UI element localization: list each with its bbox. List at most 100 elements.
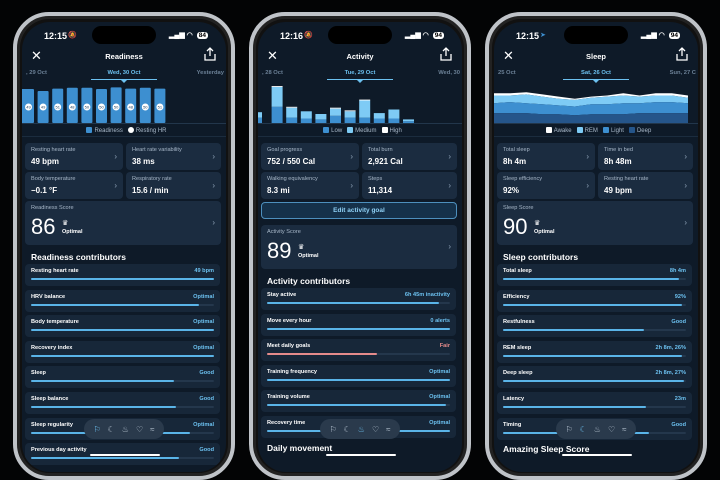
bottom-nav-bar: ⚐ ☾ ♨ ♡ ≈ <box>84 419 164 439</box>
contributor-progress-fill <box>267 302 440 304</box>
contributor-label: Training frequency <box>267 368 318 375</box>
date-prev[interactable]: , 29 Oct <box>26 70 47 76</box>
date-next[interactable]: Wed, 30 <box>438 70 460 76</box>
metric-card[interactable]: Walking equivalency 8.3 mi › <box>261 172 359 199</box>
metric-value: 8h 4m <box>503 157 527 166</box>
score-card[interactable]: Activity Score 89 ♛ Optimal › <box>261 225 457 269</box>
chart-baseline <box>22 123 226 124</box>
contributor-progress-track <box>31 354 214 357</box>
heart-icon[interactable]: ♡ <box>371 424 380 434</box>
activity-flame-icon[interactable]: ♨ <box>593 424 601 434</box>
contributor-progress-fill <box>31 329 214 332</box>
readiness-icon[interactable]: ⚐ <box>93 424 101 434</box>
metric-card[interactable]: Body temperature −0.1 °F › <box>25 172 123 199</box>
home-indicator[interactable] <box>562 454 632 456</box>
contributor-progress-fill <box>503 406 646 408</box>
stress-waves-icon[interactable]: ≈ <box>622 424 627 434</box>
share-icon[interactable] <box>439 47 453 61</box>
sleep-moon-icon[interactable]: ☾ <box>579 424 587 434</box>
date-prev[interactable]: 25 Oct <box>498 70 516 76</box>
heart-icon[interactable]: ♡ <box>607 424 616 434</box>
date-next[interactable]: Yesterday <box>196 70 224 76</box>
activity-bar-low <box>300 118 312 123</box>
legend-label: Medium <box>355 128 377 134</box>
bar-chart[interactable]: 49 49 51 48 50 50 50 48 50 51 <box>22 84 226 124</box>
contributor-item[interactable]: Restfulness Good <box>497 315 692 338</box>
contributor-item[interactable]: Sleep balance Good <box>25 392 220 414</box>
contributor-progress-track <box>31 380 214 383</box>
legend-swatch <box>628 127 635 133</box>
battery-level: 84 <box>196 32 208 39</box>
heart-icon[interactable]: ♡ <box>135 424 144 434</box>
legend-label: Deep <box>636 128 652 134</box>
metric-card[interactable]: Total sleep 8h 4m › <box>497 143 595 170</box>
readiness-icon[interactable]: ⚐ <box>565 424 573 434</box>
contributor-label: Recovery index <box>31 344 73 351</box>
contributor-label: Resting heart rate <box>31 268 79 274</box>
legend-swatch <box>127 127 134 133</box>
contributor-item[interactable]: Training frequency Optimal <box>261 364 456 387</box>
contributor-item[interactable]: Body temperature Optimal <box>25 315 220 338</box>
score-card[interactable]: Readiness Score 86 ♛ Optimal › <box>25 201 221 245</box>
metric-card[interactable]: Time in bed 8h 48m › <box>598 143 693 170</box>
contributor-value: Good <box>671 319 686 326</box>
metric-label: Resting heart rate <box>31 147 76 153</box>
contributor-item[interactable]: Sleep Good <box>25 366 220 389</box>
stress-waves-icon[interactable]: ≈ <box>150 424 155 434</box>
contributor-item[interactable]: Total sleep 8h 4m <box>497 264 692 286</box>
contributor-item[interactable]: Move every hour 0 alerts <box>261 313 456 336</box>
edit-activity-goal-button[interactable]: Edit activity goal <box>261 202 457 219</box>
sleep-moon-icon[interactable]: ☾ <box>343 424 351 434</box>
contributor-item[interactable]: Resting heart rate 49 bpm <box>25 264 220 286</box>
score-card[interactable]: Sleep Score 90 ♛ Optimal › <box>497 201 693 245</box>
contributor-label: Sleep <box>31 370 46 377</box>
wifi-icon: ◠ <box>422 32 429 39</box>
metric-card[interactable]: Respiratory rate 15.6 / min › <box>126 172 221 199</box>
metric-card[interactable]: Resting heart rate 49 bpm › <box>598 172 693 199</box>
activity-bar-medium <box>271 87 283 107</box>
sleep-moon-icon[interactable]: ☾ <box>107 424 115 434</box>
chart-legend: Low Medium High <box>258 127 462 134</box>
activity-bar-low <box>373 118 385 123</box>
metric-card[interactable]: Heart rate variability 38 ms › <box>126 143 221 170</box>
stress-waves-icon[interactable]: ≈ <box>386 424 391 434</box>
close-icon[interactable]: ✕ <box>503 48 514 63</box>
metric-card[interactable]: Sleep efficiency 92% › <box>497 172 595 199</box>
contributor-progress-track <box>267 378 450 381</box>
date-current[interactable]: Tue, 29 Oct <box>344 70 376 76</box>
stacked-bar-chart[interactable] <box>258 84 462 124</box>
contributor-item[interactable]: Deep sleep 2h 8m, 27% <box>497 366 692 389</box>
date-next[interactable]: Sun, 27 C <box>669 70 696 76</box>
contributor-item[interactable]: Meet daily goals Fair <box>261 339 456 362</box>
activity-flame-icon[interactable]: ♨ <box>121 424 129 434</box>
close-icon[interactable]: ✕ <box>267 48 278 63</box>
metric-card[interactable]: Steps 11,314 › <box>362 172 457 199</box>
metric-card[interactable]: Goal progress 752 / 550 Cal › <box>261 143 359 170</box>
readiness-icon[interactable]: ⚐ <box>329 424 337 434</box>
metric-value: 8.3 mi <box>267 186 290 195</box>
metric-card[interactable]: Resting heart rate 49 bpm › <box>25 143 123 170</box>
contributor-item[interactable]: Latency 23m <box>497 392 692 414</box>
metric-card[interactable]: Total burn 2,921 Cal › <box>362 143 457 170</box>
contributor-item[interactable]: REM sleep 2h 8m, 26% <box>497 340 692 363</box>
share-icon[interactable] <box>675 47 689 61</box>
activity-bar-low <box>315 119 327 123</box>
contributor-label: HRV balance <box>31 293 66 300</box>
close-icon[interactable]: ✕ <box>31 48 42 63</box>
contributor-item[interactable]: Stay active 6h 45m inactivity <box>261 288 456 310</box>
contributor-item[interactable]: Recovery index Optimal <box>25 340 220 363</box>
wifi-icon: ◠ <box>186 32 193 39</box>
resting-hr-label: 51 <box>55 105 60 110</box>
date-current[interactable]: Sat, 26 Oct <box>581 70 611 76</box>
contributor-item[interactable]: Efficiency 92% <box>497 289 692 312</box>
contributor-item[interactable]: Training volume Optimal <box>261 390 456 413</box>
legend-label: Resting HR <box>135 128 167 134</box>
activity-flame-icon[interactable]: ♨ <box>357 424 365 434</box>
date-prev[interactable]: , 28 Oct <box>262 70 283 76</box>
stacked-area-chart[interactable] <box>494 84 698 124</box>
share-icon[interactable] <box>203 47 217 61</box>
home-indicator[interactable] <box>90 454 160 456</box>
contributor-item[interactable]: HRV balance Optimal <box>25 289 220 312</box>
home-indicator[interactable] <box>326 454 396 456</box>
date-current[interactable]: Wed, 30 Oct <box>107 70 141 76</box>
